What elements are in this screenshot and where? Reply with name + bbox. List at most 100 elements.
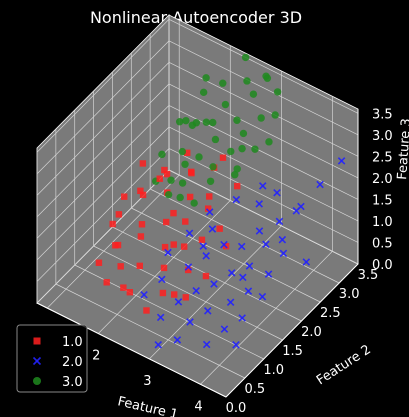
grid-line-z: [36, 148, 170, 282]
legend-label-2: 2.0: [62, 355, 83, 370]
point-series-2: [205, 208, 214, 216]
point-series-2: [202, 340, 211, 349]
point-series-1: [180, 243, 188, 250]
point-series-3: [209, 163, 217, 171]
grid-line-z: [168, 105, 359, 200]
grid-line-z: [36, 105, 170, 239]
point-series-1: [160, 264, 168, 272]
point-series-3: [251, 145, 259, 153]
point-series-3: [263, 74, 272, 82]
point-series-3: [239, 129, 248, 138]
y-tick-label: 3.5: [358, 268, 379, 283]
data-points: [95, 53, 346, 349]
point-series-2: [203, 307, 212, 315]
point-series-3: [273, 88, 282, 96]
z-tick-label: 2.0: [372, 172, 393, 187]
grid-line-z: [36, 19, 170, 153]
grid-line-z: [168, 148, 359, 243]
point-series-3: [211, 135, 220, 144]
point-series-1: [204, 205, 212, 212]
x-tick-label: 4: [194, 399, 202, 414]
grid-line-z: [168, 169, 359, 265]
point-series-3: [182, 116, 190, 125]
point-series-2: [192, 287, 200, 295]
y-tick-label: 0.0: [226, 401, 247, 416]
y-tick-label: 3.0: [339, 287, 360, 302]
z-tick-label: 0.0: [372, 258, 393, 273]
point-series-1: [159, 289, 167, 297]
point-series-3: [195, 153, 203, 161]
point-series-2: [227, 269, 236, 277]
z-tick-label: 2.5: [372, 150, 393, 165]
point-series-1: [137, 187, 144, 195]
point-series-2: [208, 225, 217, 233]
point-series-2: [220, 325, 229, 333]
point-series-2: [184, 263, 193, 271]
point-series-2: [262, 240, 270, 248]
point-series-2: [158, 275, 166, 284]
point-series-1: [206, 193, 213, 200]
point-series-1: [136, 262, 143, 270]
point-series-1: [161, 243, 169, 251]
point-series-1: [202, 272, 210, 280]
point-series-3: [233, 165, 241, 173]
point-series-3: [209, 118, 217, 127]
x-axis-label: Feature 1: [116, 394, 179, 417]
point-series-2: [220, 240, 228, 249]
legend: 1.0 2.0 3.0: [16, 324, 88, 393]
point-series-2: [244, 287, 253, 295]
point-series-2: [232, 341, 240, 349]
point-series-3: [241, 53, 250, 62]
point-series-1: [170, 241, 177, 248]
point-series-3: [178, 179, 187, 187]
point-series-3: [178, 147, 187, 156]
point-series-3: [206, 177, 215, 185]
grid-line-y: [131, 207, 321, 303]
point-series-3: [192, 119, 201, 127]
point-series-1: [219, 154, 227, 161]
point-series-2: [185, 229, 194, 238]
point-series-3: [221, 100, 230, 109]
chart-title: Nonlinear Autoencoder 3D: [90, 8, 302, 27]
point-series-3: [167, 176, 175, 184]
point-series-2: [258, 292, 267, 301]
point-series-1: [115, 211, 123, 218]
grid-line-y: [93, 245, 283, 341]
grid-line-z: [36, 126, 170, 261]
point-series-2: [186, 318, 194, 326]
point-series-2: [239, 273, 247, 282]
z-tick-label: 0.5: [372, 236, 393, 251]
grid-line-z: [36, 62, 170, 196]
grid-lines: [36, 15, 359, 398]
point-series-2: [156, 313, 165, 322]
grid-line-z: [36, 83, 170, 218]
point-series-1: [171, 291, 178, 298]
point-series-3: [176, 193, 184, 202]
grid-line-y: [149, 188, 340, 284]
point-series-2: [258, 182, 267, 190]
grid-line-x: [46, 174, 180, 309]
point-series-1: [163, 170, 171, 178]
legend-label-1: 1.0: [62, 335, 83, 350]
point-series-3: [158, 150, 166, 159]
point-series-1: [184, 266, 192, 274]
point-series-2: [302, 258, 311, 266]
axis-lines: [36, 109, 359, 398]
point-series-1: [138, 221, 146, 228]
point-series-3: [202, 118, 211, 126]
point-series-1: [161, 166, 168, 174]
point-series-2: [164, 248, 172, 257]
x-axis-line: [36, 302, 227, 398]
z-axis-label: Feature 3: [395, 118, 409, 180]
point-series-1: [182, 294, 189, 301]
grid-line-z: [36, 40, 170, 175]
point-series-2: [337, 157, 346, 165]
point-series-2: [275, 217, 284, 226]
grid-line-x: [200, 251, 333, 385]
point-series-1: [198, 236, 206, 244]
point-series-1: [109, 220, 116, 228]
x-tick-label: 3: [143, 374, 151, 389]
axis-panes: [36, 14, 359, 398]
y-axis-label: Feature 2: [314, 342, 374, 388]
